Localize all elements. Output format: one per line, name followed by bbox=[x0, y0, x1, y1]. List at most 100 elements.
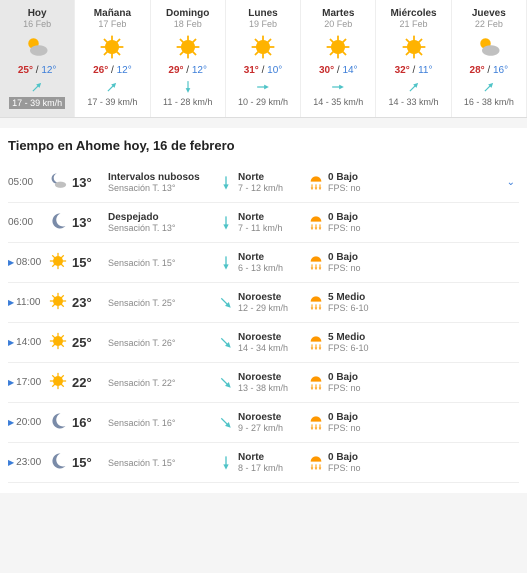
weather-icon bbox=[324, 33, 352, 61]
hour-temp: 15° bbox=[72, 255, 108, 270]
hour-temp: 22° bbox=[72, 375, 108, 390]
wind-arrow-icon bbox=[2, 80, 72, 97]
day-date: 18 Feb bbox=[153, 19, 223, 29]
hour-weather-icon bbox=[48, 411, 72, 434]
day-name: Mañana bbox=[77, 8, 147, 19]
temps: 25° / 12° bbox=[2, 65, 72, 76]
wind-speed: 14 - 33 km/h bbox=[378, 97, 448, 107]
hour-temp: 23° bbox=[72, 295, 108, 310]
hour-uv: 0 BajoFPS: no bbox=[308, 372, 388, 393]
day-date: 16 Feb bbox=[2, 19, 72, 29]
hour-row[interactable]: 05:00 13° Intervalos nubososSensación T.… bbox=[8, 163, 519, 203]
hour-weather-icon bbox=[48, 171, 72, 194]
hour-uv: 0 BajoFPS: no bbox=[308, 252, 388, 273]
weather-icon bbox=[174, 33, 202, 61]
hour-time: ▶14:00 bbox=[8, 337, 48, 348]
hour-row[interactable]: ▶11:00 23° Sensación T. 25° Noroeste12 -… bbox=[8, 283, 519, 323]
hour-time: ▶23:00 bbox=[8, 457, 48, 468]
hour-uv: 0 BajoFPS: no bbox=[308, 212, 388, 233]
hour-time: 05:00 bbox=[8, 177, 48, 188]
hour-condition: Sensación T. 15° bbox=[108, 458, 218, 468]
wind-arrow-icon bbox=[153, 80, 223, 97]
hour-row[interactable]: ▶14:00 25° Sensación T. 26° Noroeste14 -… bbox=[8, 323, 519, 363]
hour-wind: Norte7 - 12 km/h bbox=[218, 172, 308, 193]
day-name: Martes bbox=[303, 8, 373, 19]
hour-uv: 5 MedioFPS: 6-10 bbox=[308, 292, 388, 313]
day-column[interactable]: Domingo 18 Feb 29° / 12° 11 - 28 km/h bbox=[151, 0, 226, 117]
hour-temp: 13° bbox=[72, 175, 108, 190]
hour-condition: Sensación T. 22° bbox=[108, 378, 218, 388]
weather-icon bbox=[475, 33, 503, 61]
day-date: 17 Feb bbox=[77, 19, 147, 29]
hour-time: ▶08:00 bbox=[8, 257, 48, 268]
hour-time: ▶20:00 bbox=[8, 417, 48, 428]
wind-speed: 17 - 39 km/h bbox=[9, 97, 65, 109]
hour-time: ▶17:00 bbox=[8, 377, 48, 388]
hour-wind: Norte8 - 17 km/h bbox=[218, 452, 308, 473]
hour-weather-icon bbox=[48, 211, 72, 234]
wind-arrow-icon bbox=[378, 80, 448, 97]
wind-speed: 17 - 39 km/h bbox=[77, 97, 147, 107]
temps: 29° / 12° bbox=[153, 65, 223, 76]
hour-condition: Intervalos nubososSensación T. 13° bbox=[108, 172, 218, 193]
temps: 31° / 10° bbox=[228, 65, 298, 76]
hour-condition: Sensación T. 16° bbox=[108, 418, 218, 428]
daily-forecast: Hoy 16 Feb 25° / 12° 17 - 39 km/h Mañana… bbox=[0, 0, 527, 118]
hour-condition: Sensación T. 25° bbox=[108, 298, 218, 308]
temps: 26° / 12° bbox=[77, 65, 147, 76]
hour-row[interactable]: ▶20:00 16° Sensación T. 16° Noroeste9 - … bbox=[8, 403, 519, 443]
hour-uv: 0 BajoFPS: no bbox=[308, 412, 388, 433]
temps: 32° / 11° bbox=[378, 65, 448, 76]
day-name: Jueves bbox=[454, 8, 524, 19]
day-name: Domingo bbox=[153, 8, 223, 19]
weather-icon bbox=[249, 33, 277, 61]
day-date: 22 Feb bbox=[454, 19, 524, 29]
hour-row[interactable]: ▶08:00 15° Sensación T. 15° Norte6 - 13 … bbox=[8, 243, 519, 283]
day-column[interactable]: Martes 20 Feb 30° / 14° 14 - 35 km/h bbox=[301, 0, 376, 117]
wind-arrow-icon bbox=[303, 80, 373, 97]
hour-row[interactable]: ▶23:00 15° Sensación T. 15° Norte8 - 17 … bbox=[8, 443, 519, 483]
weather-icon bbox=[98, 33, 126, 61]
day-column[interactable]: Mañana 17 Feb 26° / 12° 17 - 39 km/h bbox=[75, 0, 150, 117]
day-name: Lunes bbox=[228, 8, 298, 19]
day-date: 21 Feb bbox=[378, 19, 448, 29]
day-name: Miércoles bbox=[378, 8, 448, 19]
wind-speed: 11 - 28 km/h bbox=[153, 97, 223, 107]
hour-condition: DespejadoSensación T. 13° bbox=[108, 212, 218, 233]
day-column[interactable]: Hoy 16 Feb 25° / 12° 17 - 39 km/h bbox=[0, 0, 75, 117]
hourly-section: Tiempo en Ahome hoy, 16 de febrero 05:00… bbox=[0, 128, 527, 493]
hour-wind: Norte6 - 13 km/h bbox=[218, 252, 308, 273]
wind-speed: 16 - 38 km/h bbox=[454, 97, 524, 107]
hour-weather-icon bbox=[48, 331, 72, 354]
hour-weather-icon bbox=[48, 291, 72, 314]
hour-weather-icon bbox=[48, 451, 72, 474]
hour-time: 06:00 bbox=[8, 217, 48, 228]
weather-icon bbox=[23, 33, 51, 61]
hour-weather-icon bbox=[48, 251, 72, 274]
hourly-title: Tiempo en Ahome hoy, 16 de febrero bbox=[8, 138, 519, 153]
hour-time: ▶11:00 bbox=[8, 297, 48, 308]
expand-icon[interactable]: ⌄ bbox=[388, 177, 519, 188]
day-column[interactable]: Jueves 22 Feb 28° / 16° 16 - 38 km/h bbox=[452, 0, 527, 117]
wind-arrow-icon bbox=[228, 80, 298, 97]
hour-condition: Sensación T. 15° bbox=[108, 258, 218, 268]
temps: 28° / 16° bbox=[454, 65, 524, 76]
hour-uv: 0 BajoFPS: no bbox=[308, 452, 388, 473]
temps: 30° / 14° bbox=[303, 65, 373, 76]
day-name: Hoy bbox=[2, 8, 72, 19]
hour-condition: Sensación T. 26° bbox=[108, 338, 218, 348]
day-column[interactable]: Miércoles 21 Feb 32° / 11° 14 - 33 km/h bbox=[376, 0, 451, 117]
wind-speed: 14 - 35 km/h bbox=[303, 97, 373, 107]
hour-wind: Noroeste12 - 29 km/h bbox=[218, 292, 308, 313]
day-column[interactable]: Lunes 19 Feb 31° / 10° 10 - 29 km/h bbox=[226, 0, 301, 117]
hour-uv: 5 MedioFPS: 6-10 bbox=[308, 332, 388, 353]
hour-row[interactable]: 06:00 13° DespejadoSensación T. 13° Nort… bbox=[8, 203, 519, 243]
hour-wind: Noroeste14 - 34 km/h bbox=[218, 332, 308, 353]
hour-temp: 25° bbox=[72, 335, 108, 350]
hour-wind: Norte7 - 11 km/h bbox=[218, 212, 308, 233]
hour-row[interactable]: ▶17:00 22° Sensación T. 22° Noroeste13 -… bbox=[8, 363, 519, 403]
day-date: 19 Feb bbox=[228, 19, 298, 29]
hour-wind: Noroeste9 - 27 km/h bbox=[218, 412, 308, 433]
hour-temp: 16° bbox=[72, 415, 108, 430]
wind-speed: 10 - 29 km/h bbox=[228, 97, 298, 107]
